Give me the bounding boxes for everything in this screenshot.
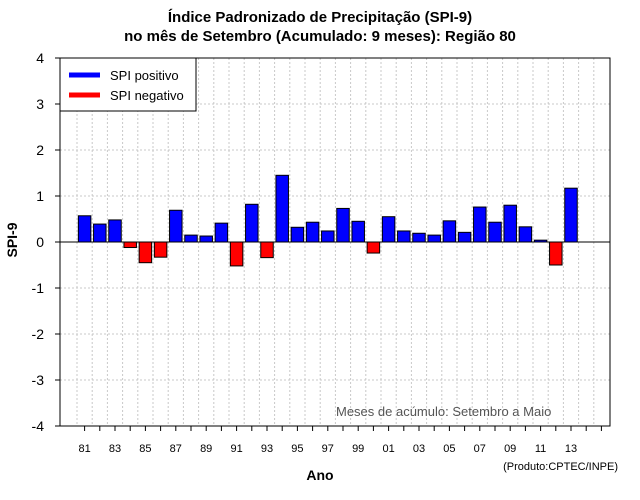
product-credit: (Produto:CPTEC/INPE) (503, 461, 618, 473)
x-tick-label: 99 (352, 443, 364, 455)
y-tick-label: 2 (36, 142, 44, 158)
bar-2009 (503, 204, 517, 243)
bar-1986 (153, 241, 168, 258)
bar-1983 (108, 219, 122, 243)
x-tick-label: 11 (535, 443, 546, 455)
chart-title-line1: Índice Padronizado de Precipitação (SPI-… (167, 9, 473, 26)
bar-1993 (260, 241, 274, 259)
accumulation-note: Meses de acúmulo: Setembro a Maio (336, 404, 552, 419)
bar-2010 (518, 226, 533, 243)
y-tick-label: -4 (32, 418, 45, 434)
bar-1991 (229, 241, 244, 267)
legend-label: SPI positivo (110, 68, 179, 83)
y-tick-label: -3 (32, 372, 45, 388)
bar-1990 (214, 222, 229, 243)
bar-1999 (351, 220, 365, 243)
bar-2013 (564, 187, 578, 243)
bar-1985 (138, 241, 153, 264)
x-axis-label: Ano (306, 467, 334, 483)
x-tick-label: 03 (413, 443, 425, 455)
plot-frame (59, 57, 611, 427)
legend-box (59, 57, 197, 112)
x-tick-label: 93 (261, 443, 273, 455)
bar-2008 (488, 221, 502, 243)
y-tick-label: 3 (36, 96, 44, 112)
bar-1981 (77, 215, 92, 243)
bar-1996 (305, 221, 320, 243)
bar-1992 (245, 203, 259, 243)
bar-2003 (412, 232, 426, 243)
y-tick-label: 4 (36, 50, 44, 66)
bar-1982 (93, 223, 107, 243)
y-tick-label: 0 (36, 234, 44, 250)
x-tick-label: 97 (322, 443, 334, 455)
y-tick-label: -1 (32, 280, 45, 296)
chart-title-line2: no mês de Setembro (Acumulado: 9 meses):… (124, 28, 516, 45)
bar-1997 (321, 230, 335, 243)
x-tick-label: 81 (78, 443, 90, 455)
x-tick-label: 13 (565, 443, 577, 455)
bar-1988 (184, 234, 198, 243)
bar-2002 (397, 230, 411, 243)
x-tick-label: 83 (109, 443, 121, 455)
x-tick-label: 05 (443, 443, 455, 455)
y-tick-label: 1 (36, 188, 44, 204)
bar-2007 (473, 206, 487, 243)
x-tick-label: 91 (230, 443, 242, 455)
y-tick-label: -2 (32, 326, 45, 342)
bar-1984 (123, 241, 137, 249)
bar-1987 (169, 209, 183, 243)
bar-2004 (427, 234, 441, 243)
x-tick-label: 07 (474, 443, 486, 455)
bar-2005 (442, 220, 457, 243)
bar-2012 (549, 241, 563, 266)
x-tick-label: 89 (200, 443, 212, 455)
bar-1989 (199, 235, 213, 243)
x-tick-label: 95 (291, 443, 303, 455)
y-axis-label: SPI-9 (4, 222, 20, 258)
x-tick-label: 09 (504, 443, 516, 455)
bar-2001 (381, 216, 396, 243)
legend-label: SPI negativo (110, 88, 184, 103)
bar-2000 (366, 241, 381, 254)
bar-1994 (275, 174, 289, 243)
x-tick-label: 85 (139, 443, 151, 455)
bar-1995 (290, 226, 305, 243)
bar-1998 (336, 207, 350, 243)
x-tick-label: 87 (170, 443, 182, 455)
x-tick-label: 01 (382, 443, 394, 455)
bar-2006 (457, 231, 472, 243)
